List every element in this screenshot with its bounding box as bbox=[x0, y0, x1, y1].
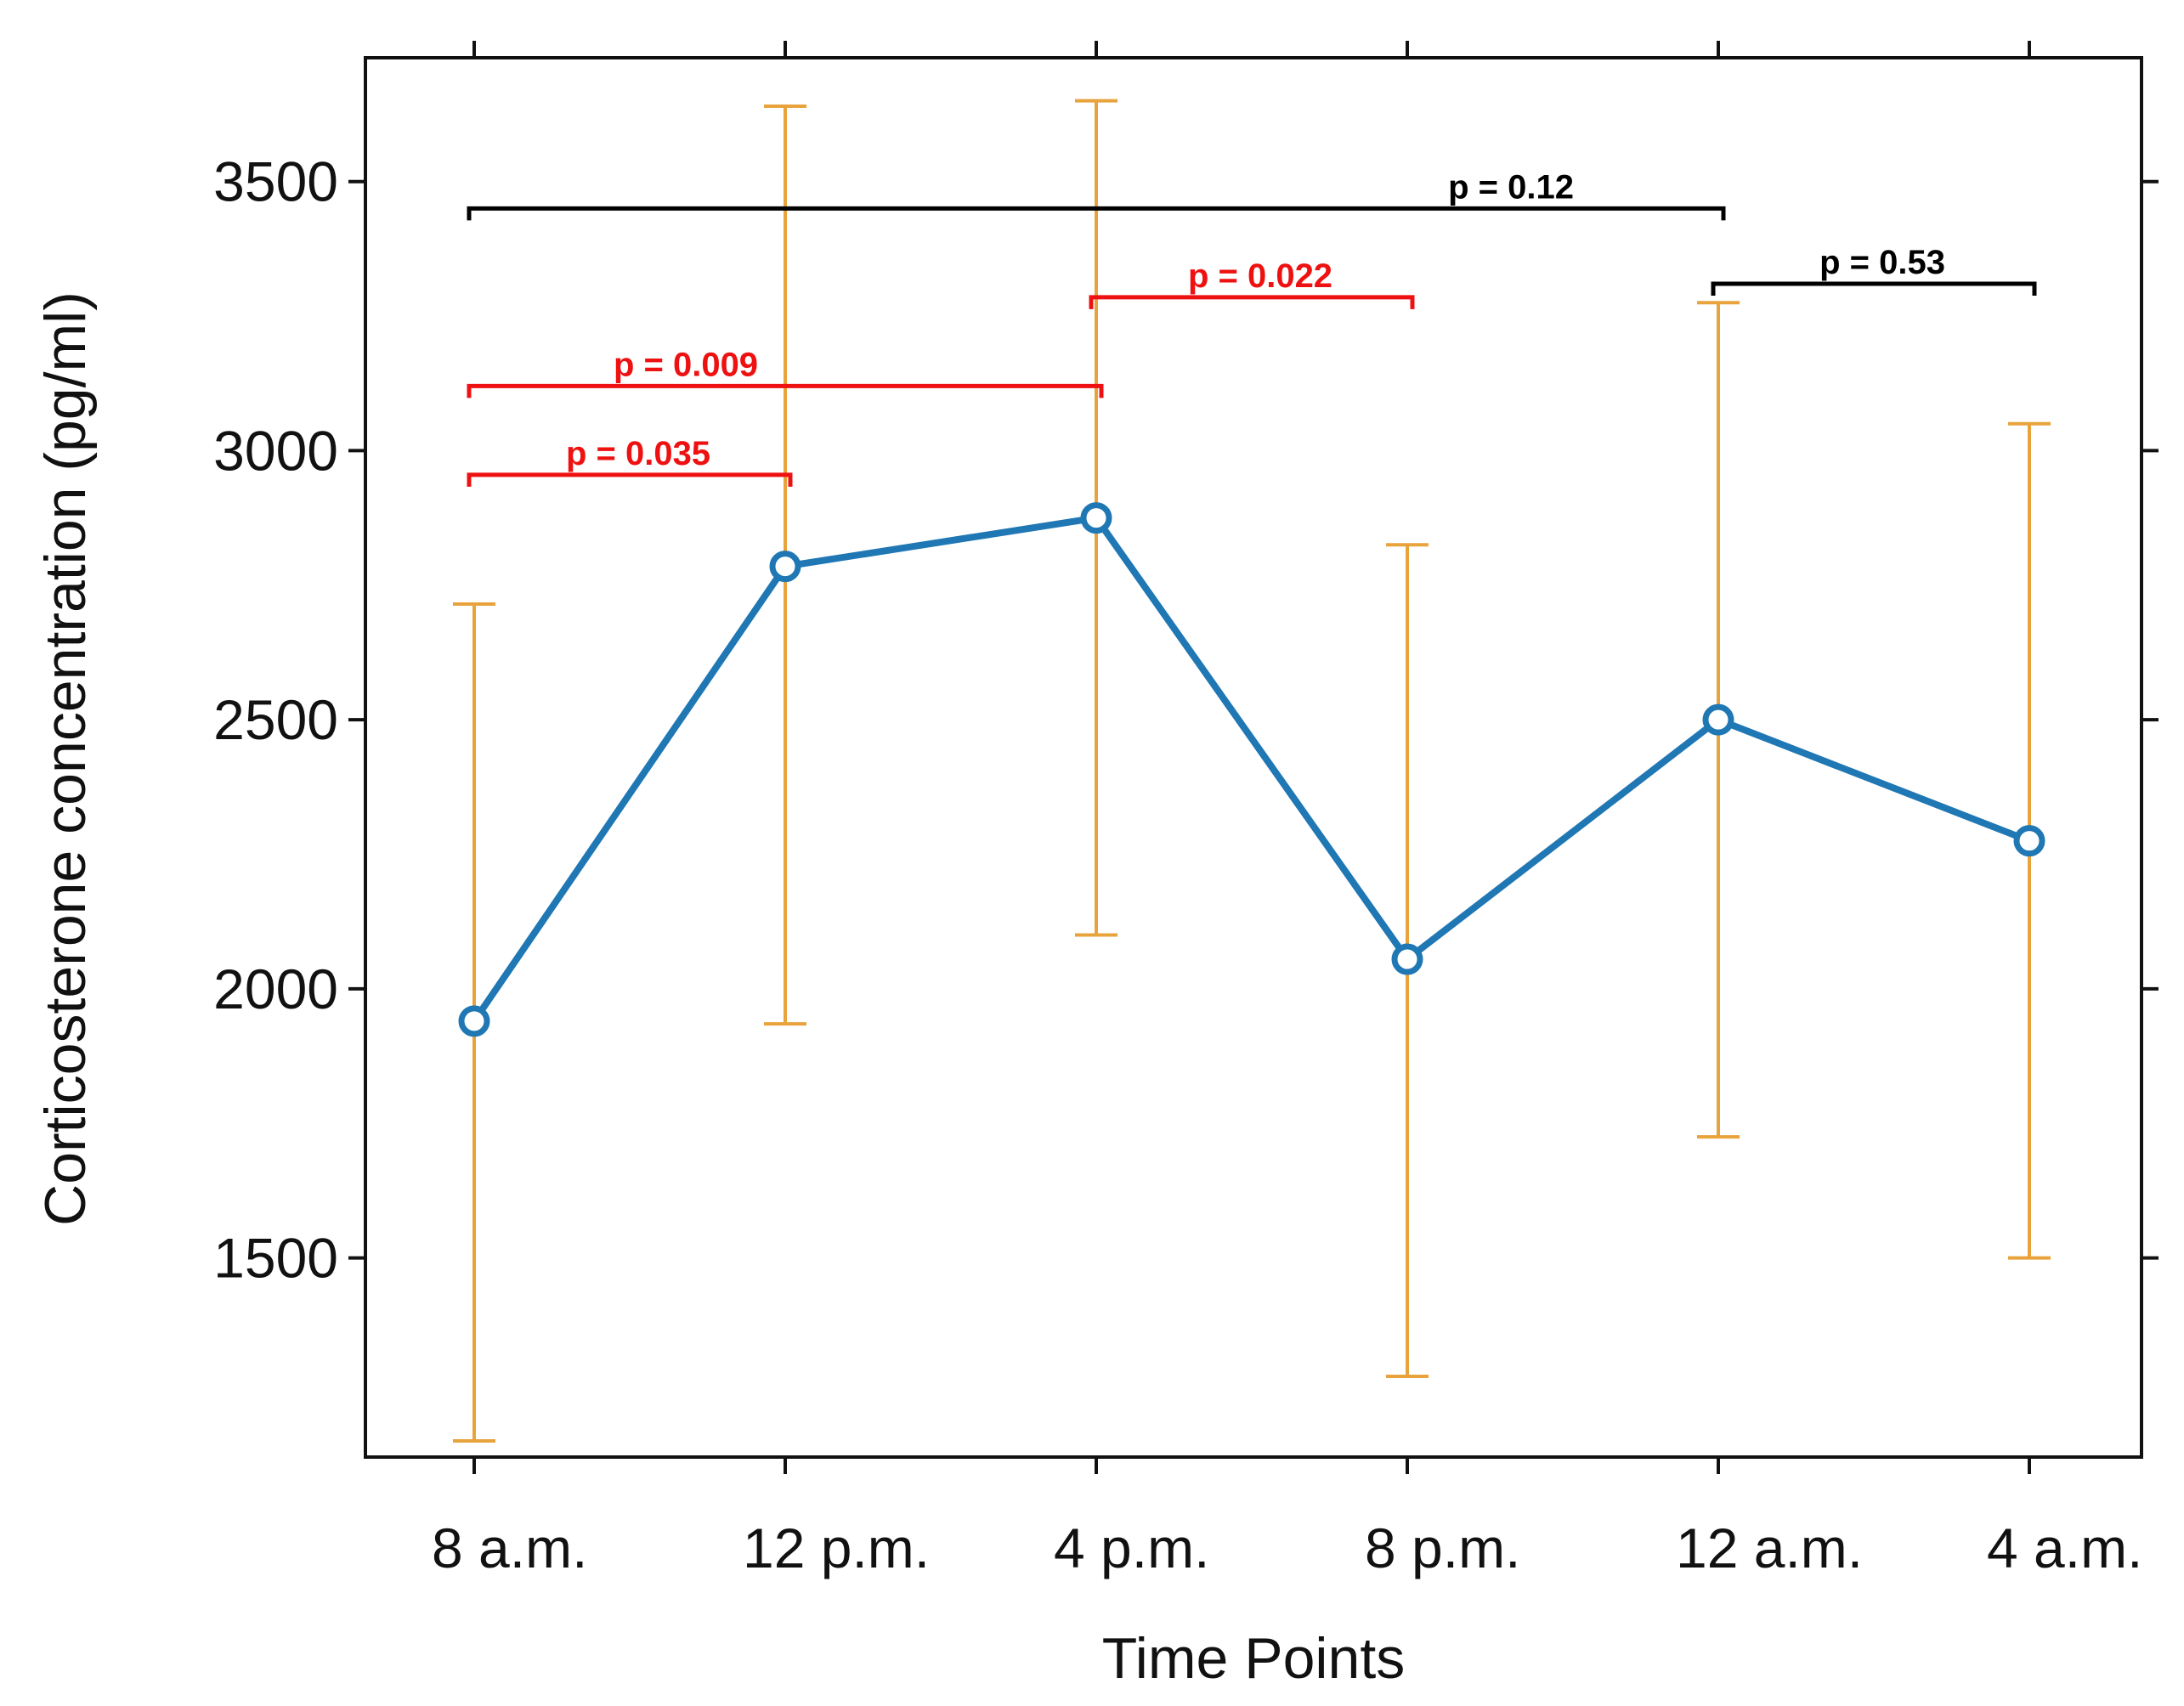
p-value-label: p = 0.035 bbox=[566, 435, 710, 472]
data-series bbox=[458, 502, 2045, 1037]
x-axis-title: Time Points bbox=[1102, 1626, 1405, 1691]
bracket-line bbox=[1711, 281, 2037, 297]
y-tick-label: 1500 bbox=[213, 1227, 338, 1290]
data-point bbox=[1080, 502, 1112, 534]
significance-bracket: p = 0.009 bbox=[467, 346, 1104, 398]
p-value-label: p = 0.53 bbox=[1819, 244, 1945, 281]
data-point bbox=[458, 1005, 490, 1037]
axes: 1500 2000 2500 3000 3500 8 a.m. 12 p.m. 4 p.m. 8… bbox=[213, 41, 2159, 1579]
bracket-line bbox=[1089, 295, 1415, 309]
y-tick-label: 2500 bbox=[213, 688, 338, 751]
x-tick-label: 4 p.m. bbox=[1054, 1517, 1209, 1579]
x-tick-label: 12 a.m. bbox=[1676, 1517, 1863, 1579]
data-point bbox=[1702, 703, 1734, 736]
significance-brackets: p = 0.12 p = 0.53 p = 0.022 p = 0.009 p = 0.… bbox=[467, 168, 2037, 487]
series-line bbox=[471, 514, 2031, 1024]
data-point bbox=[2013, 825, 2045, 857]
p-value-label: p = 0.12 bbox=[1448, 168, 1574, 206]
y-axis-title: Corticosterone concentration (pg/ml) bbox=[33, 291, 98, 1226]
x-tick-label: 4 a.m. bbox=[1987, 1517, 2142, 1579]
bracket-line bbox=[467, 472, 793, 487]
y-tick-label: 2000 bbox=[213, 958, 338, 1020]
y-tick-label: 3000 bbox=[213, 419, 338, 482]
plot-frame bbox=[364, 56, 2143, 1459]
x-tick-label: 8 p.m. bbox=[1365, 1517, 1520, 1579]
p-value-label: p = 0.009 bbox=[614, 346, 758, 383]
data-point bbox=[1391, 943, 1423, 975]
bracket-line bbox=[467, 383, 1104, 398]
y-tick-label: 3500 bbox=[213, 150, 338, 213]
x-tick-label: 8 a.m. bbox=[432, 1517, 587, 1579]
data-point bbox=[769, 551, 801, 583]
p-value-label: p = 0.022 bbox=[1188, 257, 1332, 295]
significance-bracket: p = 0.53 bbox=[1711, 244, 2037, 297]
error-bars bbox=[453, 99, 2051, 1443]
bracket-line bbox=[467, 206, 1726, 221]
significance-bracket: p = 0.022 bbox=[1089, 257, 1415, 309]
significance-bracket: p = 0.12 bbox=[467, 168, 1726, 221]
x-tick-label: 12 p.m. bbox=[743, 1517, 930, 1579]
significance-bracket: p = 0.035 bbox=[467, 435, 793, 487]
